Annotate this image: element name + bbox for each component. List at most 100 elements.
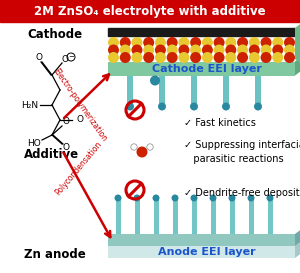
Circle shape	[155, 52, 166, 63]
Circle shape	[202, 37, 213, 48]
Circle shape	[152, 194, 160, 201]
Text: Cathode: Cathode	[27, 28, 83, 40]
Circle shape	[284, 52, 295, 63]
Bar	[268, 196, 272, 234]
Text: HO: HO	[27, 138, 41, 147]
Circle shape	[155, 44, 166, 55]
Circle shape	[249, 52, 260, 63]
Circle shape	[225, 52, 236, 63]
Bar	[211, 196, 215, 234]
Text: Additive: Additive	[24, 149, 80, 162]
Text: ✓ Fast kinetics: ✓ Fast kinetics	[184, 118, 256, 128]
Bar	[108, 234, 295, 246]
Bar	[191, 196, 196, 234]
Circle shape	[272, 44, 283, 55]
Circle shape	[108, 44, 119, 55]
Circle shape	[108, 52, 119, 63]
Polygon shape	[295, 228, 300, 246]
Circle shape	[229, 194, 236, 201]
Text: Zn anode: Zn anode	[24, 248, 86, 260]
Circle shape	[248, 194, 254, 201]
Circle shape	[209, 194, 217, 201]
Circle shape	[190, 52, 201, 63]
Bar	[172, 196, 178, 234]
Text: O: O	[62, 117, 70, 126]
Text: Cathode EEI layer: Cathode EEI layer	[152, 64, 261, 73]
Polygon shape	[295, 55, 300, 76]
Text: Electro-polymerization: Electro-polymerization	[51, 67, 109, 143]
Circle shape	[237, 52, 248, 63]
Circle shape	[249, 44, 260, 55]
Bar	[255, 76, 261, 103]
Bar	[108, 28, 295, 36]
Circle shape	[190, 194, 197, 201]
Bar	[0, 0, 300, 22]
Circle shape	[172, 194, 178, 201]
Bar	[248, 196, 253, 234]
Bar	[134, 196, 140, 234]
Circle shape	[136, 147, 148, 158]
Circle shape	[225, 37, 236, 48]
Circle shape	[272, 37, 283, 48]
Circle shape	[167, 37, 178, 48]
Circle shape	[155, 37, 166, 48]
Circle shape	[147, 144, 153, 150]
Text: O: O	[61, 55, 68, 64]
Circle shape	[202, 44, 213, 55]
Circle shape	[190, 37, 201, 48]
Bar	[108, 246, 295, 258]
Circle shape	[249, 37, 260, 48]
Circle shape	[143, 37, 154, 48]
Circle shape	[178, 52, 189, 63]
Circle shape	[214, 52, 225, 63]
Circle shape	[134, 194, 140, 201]
Circle shape	[260, 37, 272, 48]
Text: 2M ZnSO₄ electrolyte with additive: 2M ZnSO₄ electrolyte with additive	[34, 4, 266, 17]
Circle shape	[190, 44, 201, 55]
Polygon shape	[295, 22, 300, 65]
Circle shape	[108, 37, 119, 48]
Text: O: O	[35, 52, 43, 61]
Circle shape	[214, 37, 225, 48]
Circle shape	[202, 52, 213, 63]
Circle shape	[120, 52, 131, 63]
Text: ✓ Dendrite-free deposition: ✓ Dendrite-free deposition	[184, 188, 300, 198]
Circle shape	[178, 44, 189, 55]
Circle shape	[260, 52, 272, 63]
Bar	[159, 76, 165, 103]
Circle shape	[225, 44, 236, 55]
Circle shape	[237, 37, 248, 48]
Bar	[230, 196, 235, 234]
Text: Polycondensation: Polycondensation	[53, 139, 103, 197]
Text: O: O	[76, 115, 83, 124]
Text: −: −	[68, 54, 74, 60]
Bar	[127, 76, 133, 103]
Circle shape	[120, 37, 131, 48]
Text: O: O	[62, 144, 70, 153]
Circle shape	[150, 76, 160, 85]
Circle shape	[143, 52, 154, 63]
Circle shape	[131, 44, 142, 55]
Bar	[108, 61, 295, 76]
Circle shape	[254, 102, 262, 111]
Circle shape	[266, 194, 274, 201]
Circle shape	[158, 102, 166, 111]
Circle shape	[222, 102, 230, 111]
Polygon shape	[295, 240, 300, 258]
Circle shape	[126, 102, 134, 111]
Bar	[154, 196, 158, 234]
Circle shape	[284, 44, 295, 55]
Circle shape	[237, 44, 248, 55]
Bar	[116, 196, 121, 234]
Circle shape	[272, 52, 283, 63]
Circle shape	[178, 37, 189, 48]
Circle shape	[260, 44, 272, 55]
Circle shape	[143, 44, 154, 55]
Circle shape	[131, 37, 142, 48]
Circle shape	[190, 102, 198, 111]
Circle shape	[284, 37, 295, 48]
Circle shape	[214, 44, 225, 55]
Text: H₂N: H₂N	[21, 100, 39, 109]
Circle shape	[131, 144, 137, 150]
Text: ✓ Suppressing interfacial
   parasitic reactions: ✓ Suppressing interfacial parasitic reac…	[184, 140, 300, 164]
